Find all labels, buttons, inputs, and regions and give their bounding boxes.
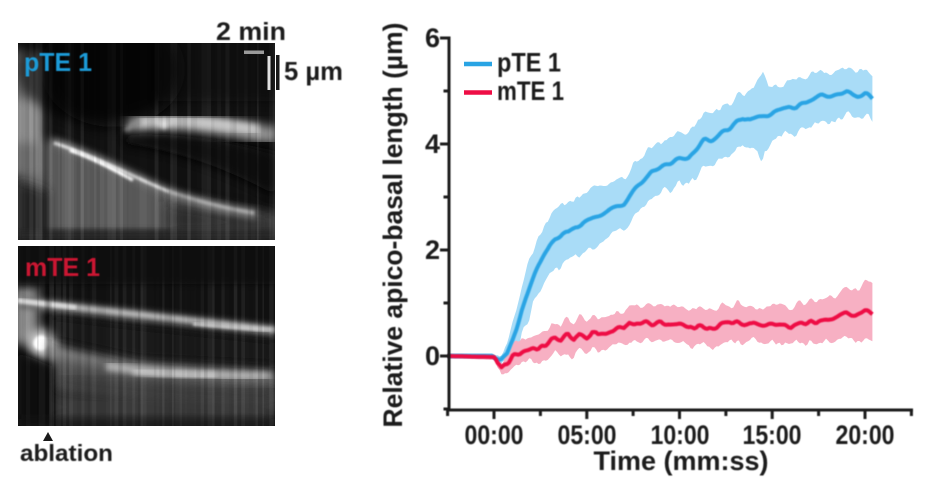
svg-text:pTE 1: pTE 1 bbox=[24, 47, 92, 77]
svg-text:mTE 1: mTE 1 bbox=[25, 252, 100, 282]
svg-text:Time (mm:ss): Time (mm:ss) bbox=[594, 446, 769, 476]
svg-text:20:00: 20:00 bbox=[836, 420, 895, 450]
svg-text:2 min: 2 min bbox=[216, 18, 286, 46]
svg-text:5 µm: 5 µm bbox=[284, 56, 343, 86]
svg-text:4: 4 bbox=[425, 129, 440, 159]
svg-text:0: 0 bbox=[425, 341, 440, 371]
svg-text:ablation: ablation bbox=[20, 440, 113, 466]
svg-text:2: 2 bbox=[425, 235, 440, 265]
svg-text:pTE 1: pTE 1 bbox=[497, 48, 561, 78]
svg-text:Relative apico-basal length (µ: Relative apico-basal length (µm) bbox=[378, 23, 408, 428]
svg-text:05:00: 05:00 bbox=[558, 420, 617, 450]
svg-text:10:00: 10:00 bbox=[651, 420, 710, 450]
svg-text:mTE 1: mTE 1 bbox=[497, 76, 564, 106]
svg-text:6: 6 bbox=[425, 23, 440, 53]
svg-text:15:00: 15:00 bbox=[743, 420, 802, 450]
svg-text:00:00: 00:00 bbox=[465, 420, 524, 450]
